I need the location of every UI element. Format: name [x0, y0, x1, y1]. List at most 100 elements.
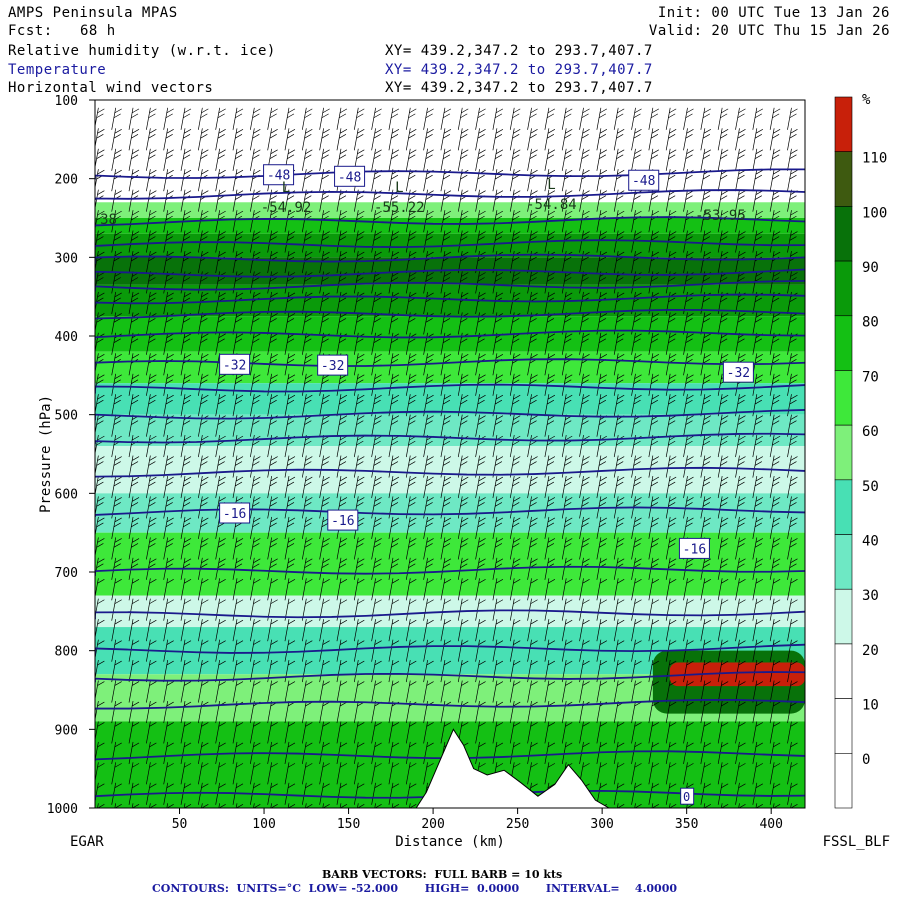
colorbar-label: 100 — [862, 205, 887, 221]
contour-label: -32 — [223, 358, 246, 373]
wind-barb-column — [752, 107, 763, 808]
contour-label: -48 — [338, 170, 361, 185]
x-tick-label: 300 — [590, 817, 613, 832]
y-tick-label: 800 — [55, 645, 78, 660]
wind-barb-column — [95, 107, 105, 808]
colorbar-unit: % — [862, 92, 871, 108]
wind-barb-column — [215, 107, 226, 808]
temperature-contour — [95, 293, 805, 305]
temperature-contour — [95, 216, 805, 227]
wind-barb-column — [787, 107, 798, 808]
wind-barb-column — [198, 107, 209, 808]
contour-label: -32 — [321, 359, 344, 374]
colorbar-cell — [834, 534, 853, 590]
low-marker: L — [547, 177, 555, 193]
x-tick-label: 150 — [337, 817, 360, 832]
y-tick-label: 300 — [55, 251, 78, 266]
terrain-profile — [415, 728, 611, 809]
contour-label: -16 — [331, 514, 354, 529]
low-value: -55.22 — [374, 200, 425, 216]
contour-label-box — [219, 353, 251, 375]
x-axis-title: Distance (km) — [395, 834, 505, 850]
colorbar-label: 20 — [862, 643, 879, 659]
temperature-contour — [95, 466, 805, 478]
right-endpoint-label: FSSL_BLF — [823, 834, 890, 850]
wind-barb-column — [613, 107, 625, 808]
colorbar-label: 10 — [862, 698, 879, 714]
contour-label: -16 — [223, 507, 246, 522]
y-axis-title: Pressure (hPa) — [38, 395, 54, 513]
temperature-contour — [95, 189, 805, 200]
temperature-contour — [95, 279, 805, 292]
temperature-contour — [95, 643, 805, 655]
colorbar-cell — [834, 96, 853, 152]
colorbar-label: 40 — [862, 533, 879, 549]
colorbar-cell — [834, 151, 853, 207]
model-title: AMPS Peninsula MPAS — [8, 5, 178, 21]
valid-time: Valid: 20 UTC Thu 15 Jan 26 — [648, 23, 890, 39]
contour-label-box — [263, 164, 295, 186]
y-tick-label: 100 — [55, 94, 78, 109]
contour-label-box — [722, 361, 754, 383]
temperature-contour — [95, 750, 805, 761]
wind-barb-column — [111, 107, 122, 808]
contour-label-box — [628, 169, 660, 191]
x-tick-label: 250 — [506, 817, 529, 832]
field-name-temperature: Temperature — [8, 62, 107, 78]
colorbar-cell — [834, 315, 853, 371]
wind-barb-column — [492, 107, 504, 808]
forecast-label: Fcst: — [8, 23, 53, 39]
contour-label: -48 — [632, 174, 655, 189]
contour-label-box — [317, 354, 349, 376]
wind-barb-column — [475, 107, 486, 808]
y-tick-label: 1000 — [47, 802, 78, 817]
barb-vector-note: BARB VECTORS: FULL BARB = 10 kts — [322, 868, 563, 881]
temperature-contour — [95, 329, 805, 340]
colorbar-cell — [834, 753, 853, 809]
contour-label-box — [334, 165, 366, 187]
colorbar-label: 70 — [862, 369, 879, 385]
low-value: -54.92 — [261, 200, 312, 216]
y-tick-label: 400 — [55, 330, 78, 345]
temperature-contour — [95, 565, 805, 576]
wind-barb-column — [146, 107, 157, 808]
field-name-rh: Relative humidity (w.r.t. ice) — [8, 43, 276, 59]
wind-barb-column — [128, 107, 140, 808]
wind-barb-column — [561, 107, 573, 808]
colorbar-cell — [834, 588, 853, 645]
wind-barb-column — [769, 107, 781, 808]
colorbar-cell — [834, 643, 853, 699]
wind-barb-column — [665, 107, 677, 808]
init-time: Init: 00 UTC Tue 13 Jan 26 — [657, 5, 890, 21]
contour-label-box — [678, 537, 710, 559]
temperature-contour — [95, 358, 805, 369]
temperature-contour — [95, 268, 805, 279]
colorbar-cell — [834, 370, 853, 426]
x-tick-label: 50 — [172, 817, 188, 832]
temperature-contour — [95, 506, 805, 517]
colorbar-cell — [834, 424, 853, 481]
temperature-contour — [95, 168, 805, 180]
contour-label-box — [327, 509, 359, 531]
rh-band — [95, 218, 805, 234]
colorbar-cell — [834, 206, 853, 262]
colorbar-label: 0 — [862, 752, 870, 768]
x-tick-label: 100 — [252, 817, 275, 832]
y-tick-label: 700 — [55, 566, 78, 581]
temperature-contour — [95, 253, 805, 264]
contour-label: -48 — [267, 169, 290, 184]
colorbar-label: 80 — [862, 315, 879, 331]
plot-frame — [94, 99, 806, 809]
low-value: -53.95 — [695, 208, 746, 224]
low-marker: L — [395, 180, 403, 196]
contour-label: 0 — [683, 790, 690, 804]
wind-barb-column — [301, 107, 313, 808]
field-xy-temperature: XY= 439.2,347.2 to 293.7,407.7 — [385, 62, 653, 78]
temperature-contour — [95, 609, 805, 620]
x-tick-label: 350 — [675, 817, 698, 832]
contour-label: -16 — [683, 542, 706, 557]
colorbar-label: 60 — [862, 424, 879, 440]
low-marker: L — [282, 180, 290, 196]
y-tick-label: 200 — [55, 173, 78, 188]
x-tick-label: 200 — [421, 817, 444, 832]
